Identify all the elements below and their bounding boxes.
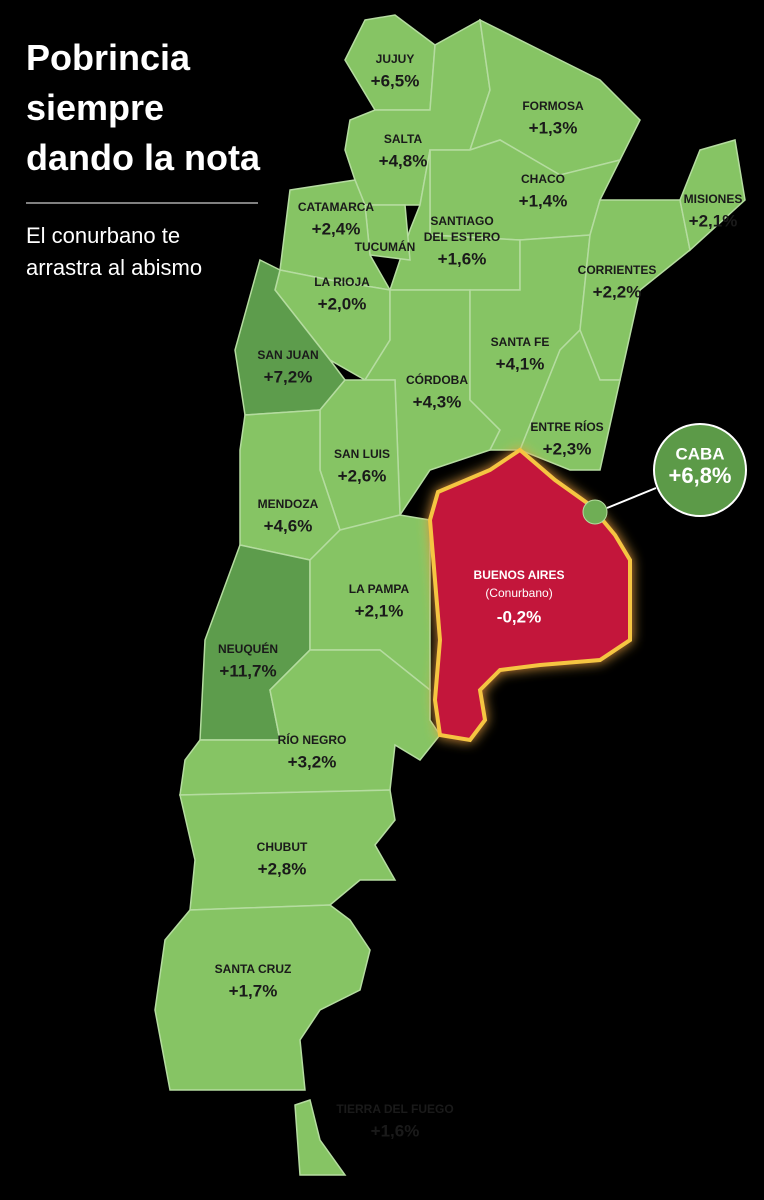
province-name: DEL ESTERO	[424, 230, 500, 244]
province-value: +2,6%	[338, 466, 387, 485]
chubut	[179, 789, 397, 911]
province-value: +2,1%	[689, 211, 738, 230]
caba-callout	[653, 423, 747, 517]
province-name: ENTRE RÍOS	[530, 419, 603, 434]
province-name: BUENOS AIRES	[474, 568, 565, 582]
province-value: +4,1%	[496, 354, 545, 373]
province-value: +2,3%	[543, 439, 592, 458]
province-value: +2,2%	[593, 282, 642, 301]
province-value: +2,0%	[318, 294, 367, 313]
province-name: CHACO	[521, 172, 565, 186]
province-value: +7,2%	[264, 367, 313, 386]
province-name: CORRIENTES	[578, 263, 657, 277]
title: dando la nota	[26, 137, 261, 178]
title: Pobrincia	[26, 37, 191, 78]
province-value: +1,6%	[371, 1121, 420, 1140]
province-name: SANTA FE	[491, 335, 550, 349]
caba-connector	[606, 487, 657, 509]
province-name: NEUQUÉN	[218, 641, 278, 656]
province-name: SANTIAGO	[430, 214, 493, 228]
province-name: CHUBUT	[257, 840, 308, 854]
caba	[582, 499, 608, 525]
province-name: LA RIOJA	[314, 275, 370, 289]
province-value: +4,8%	[379, 151, 428, 170]
province-value: +2,4%	[312, 219, 361, 238]
province-name: SALTA	[384, 132, 423, 146]
province-name: TIERRA DEL FUEGO	[336, 1102, 453, 1116]
province-value: +4,3%	[413, 392, 462, 411]
subtitle: arrastra al abismo	[26, 255, 202, 280]
buenos-aires	[427, 447, 632, 743]
province-value: +4,6%	[264, 516, 313, 535]
province-value: +6,5%	[371, 71, 420, 90]
province-value: +2,1%	[355, 601, 404, 620]
province-value: +1,3%	[529, 118, 578, 137]
santa-cruz	[154, 904, 371, 1091]
provinces	[154, 14, 747, 1176]
entre-rios	[519, 328, 621, 471]
province-value: +6,8%	[669, 463, 732, 488]
province-name: LA PAMPA	[349, 582, 410, 596]
province-value: +1,6%	[438, 249, 487, 268]
province-name: CABA	[675, 444, 724, 463]
province-note: (Conurbano)	[485, 586, 552, 600]
province-name: JUJUY	[376, 52, 415, 66]
subtitle: El conurbano te	[26, 223, 180, 248]
province-value: +1,4%	[519, 191, 568, 210]
title: siempre	[26, 87, 164, 128]
province-value: +3,2%	[288, 752, 337, 771]
province-value: +2,8%	[258, 859, 307, 878]
province-name: RÍO NEGRO	[278, 732, 347, 747]
province-name: FORMOSA	[522, 99, 584, 113]
province-name: MISIONES	[684, 192, 743, 206]
province-name: CATAMARCA	[298, 200, 375, 214]
misiones	[679, 139, 746, 252]
province-name: SANTA CRUZ	[215, 962, 292, 976]
province-name: TUCUMÁN	[355, 239, 416, 254]
province-value: +1,7%	[229, 981, 278, 1000]
tierra-del-fuego	[294, 1099, 347, 1176]
province-name: SAN LUIS	[334, 447, 390, 461]
province-name: MENDOZA	[258, 497, 319, 511]
province-name: SAN JUAN	[257, 348, 318, 362]
province-value: -0,2%	[497, 607, 541, 626]
province-name: CÓRDOBA	[406, 372, 468, 387]
labels: JUJUY +6,5% SALTA +4,8% FORMOSA +1,3% CHACO +1,…	[215, 52, 743, 1140]
province-value: +11,7%	[219, 661, 276, 680]
